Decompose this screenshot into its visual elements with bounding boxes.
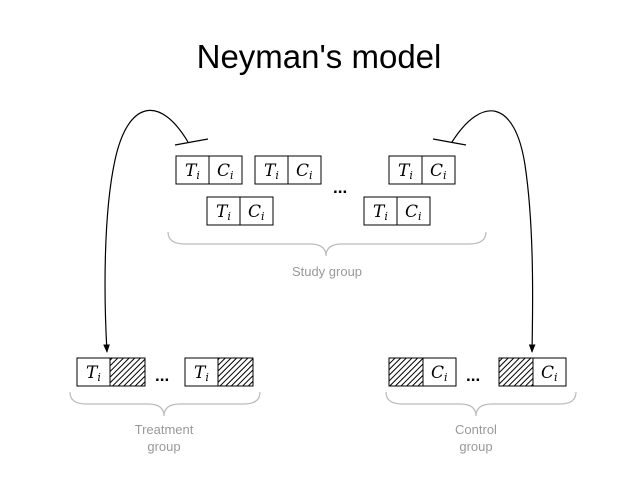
c-label: Ci <box>431 363 448 384</box>
control-cell-2: Ci <box>498 357 567 387</box>
treatment-brace <box>69 391 261 417</box>
left-tick <box>174 138 209 146</box>
t-label: Ti <box>264 161 279 182</box>
c-label: Ci <box>296 161 313 182</box>
right-arrow <box>451 110 536 353</box>
t-label: Ti <box>398 161 413 182</box>
treatment-label-line2: group <box>147 439 180 454</box>
right-tick <box>432 138 467 146</box>
study-ellipsis: ... <box>333 178 347 197</box>
control-brace <box>385 391 577 417</box>
t-label: Ti <box>185 161 200 182</box>
study-brace <box>167 231 487 257</box>
study-cell-3: Ti Ci <box>388 155 456 185</box>
t-label: Ti <box>86 363 101 384</box>
c-label: Ci <box>217 161 234 182</box>
study-cell-1: Ti Ci <box>175 155 243 185</box>
t-label: Ti <box>373 202 388 223</box>
page-title: Neyman's model <box>196 38 442 75</box>
c-label: Ci <box>541 363 558 384</box>
c-label: Ci <box>248 202 265 223</box>
control-cell-1: Ci <box>388 357 457 387</box>
control-ellipsis: ... <box>466 366 480 385</box>
control-label-line2: group <box>459 439 492 454</box>
t-label: Ti <box>194 363 209 384</box>
study-cell-2: Ti Ci <box>254 155 322 185</box>
t-label: Ti <box>216 202 231 223</box>
study-cell-5: Ti Ci <box>363 196 431 226</box>
c-label: Ci <box>405 202 422 223</box>
study-cell-4: Ti Ci <box>206 196 274 226</box>
left-arrow <box>103 109 189 353</box>
treatment-ellipsis: ... <box>155 366 169 385</box>
c-label: Ci <box>430 161 447 182</box>
study-group-label: Study group <box>292 264 362 279</box>
control-label-line1: Control <box>455 422 497 437</box>
treatment-cell-2: Ti <box>184 357 254 387</box>
treatment-cell-1: Ti <box>76 357 146 387</box>
treatment-label-line1: Treatment <box>135 422 194 437</box>
